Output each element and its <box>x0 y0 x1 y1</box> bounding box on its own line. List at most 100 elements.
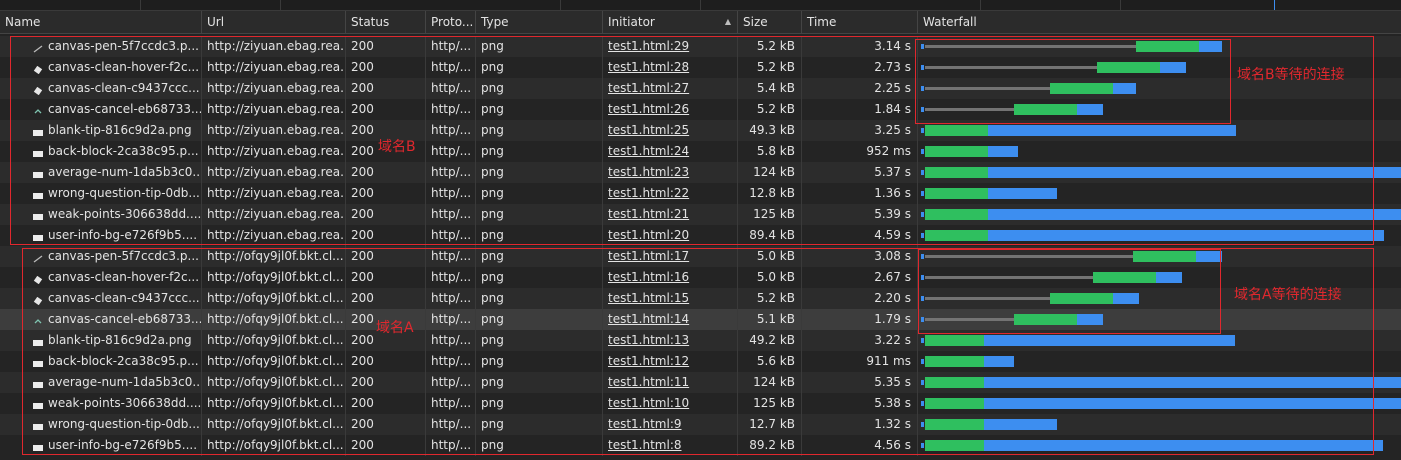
cell-type: png <box>475 351 602 372</box>
cell-initiator[interactable]: test1.html:11 <box>602 372 737 393</box>
table-row[interactable]: average-num-1da5b3c0... http://ofqy9jl0f.… <box>0 372 1401 393</box>
column-header-initiator[interactable]: Initiator ▲ <box>602 11 737 33</box>
table-row[interactable]: canvas-clean-c9437ccc... http://ofqy9jl0f… <box>0 288 1401 309</box>
cell-initiator[interactable]: test1.html:10 <box>602 393 737 414</box>
initiator-link[interactable]: test1.html:16 <box>608 270 690 284</box>
initiator-link[interactable]: test1.html:25 <box>608 123 690 137</box>
waterfall-wait-bar <box>925 108 1014 111</box>
column-header-waterfall[interactable]: Waterfall <box>917 11 1401 33</box>
image-icon <box>33 399 43 409</box>
cell-initiator[interactable]: test1.html:21 <box>602 204 737 225</box>
cell-initiator[interactable]: test1.html:12 <box>602 351 737 372</box>
cell-initiator[interactable]: test1.html:28 <box>602 57 737 78</box>
initiator-link[interactable]: test1.html:11 <box>608 375 690 389</box>
cell-url-text: http://ofqy9jl0f.bkt.cl... <box>207 438 344 452</box>
waterfall-waiting-ttfb-bar <box>1097 62 1160 73</box>
cell-initiator[interactable]: test1.html:8 <box>602 435 737 456</box>
column-header-url[interactable]: Url <box>201 11 345 33</box>
initiator-link[interactable]: test1.html:22 <box>608 186 690 200</box>
cell-type: png <box>475 435 602 456</box>
cell-status-text: 200 <box>351 333 374 347</box>
table-row[interactable]: canvas-pen-5f7ccdc3.p... http://ziyuan.eb… <box>0 36 1401 57</box>
table-row[interactable]: back-block-2ca38c95.p... http://ziyuan.eb… <box>0 141 1401 162</box>
cell-initiator[interactable]: test1.html:13 <box>602 330 737 351</box>
cell-time: 4.59 s <box>801 225 917 246</box>
cell-initiator[interactable]: test1.html:25 <box>602 120 737 141</box>
cell-status-text: 200 <box>351 228 374 242</box>
initiator-link[interactable]: test1.html:17 <box>608 249 690 263</box>
table-row[interactable]: canvas-clean-c9437ccc... http://ziyuan.eb… <box>0 78 1401 99</box>
cell-waterfall <box>917 120 1401 141</box>
cell-initiator[interactable]: test1.html:24 <box>602 141 737 162</box>
initiator-link[interactable]: test1.html:10 <box>608 396 690 410</box>
column-header-status[interactable]: Status <box>345 11 425 33</box>
cell-proto: http/... <box>425 78 475 99</box>
cell-initiator[interactable]: test1.html:22 <box>602 183 737 204</box>
cell-url: http://ofqy9jl0f.bkt.cl... <box>201 414 345 435</box>
initiator-link[interactable]: test1.html:14 <box>608 312 690 326</box>
cell-name: back-block-2ca38c95.p... <box>0 351 201 372</box>
initiator-link[interactable]: test1.html:15 <box>608 291 690 305</box>
initiator-link[interactable]: test1.html:29 <box>608 39 690 53</box>
cell-initiator[interactable]: test1.html:14 <box>602 309 737 330</box>
table-row[interactable]: average-num-1da5b3c0... http://ziyuan.eba… <box>0 162 1401 183</box>
table-row[interactable]: back-block-2ca38c95.p... http://ofqy9jl0f… <box>0 351 1401 372</box>
cell-initiator[interactable]: test1.html:29 <box>602 36 737 57</box>
cell-time: 5.38 s <box>801 393 917 414</box>
cell-status-text: 200 <box>351 438 374 452</box>
cell-initiator[interactable]: test1.html:26 <box>602 99 737 120</box>
column-header-protocol[interactable]: Proto... <box>425 11 475 33</box>
cell-waterfall <box>917 141 1401 162</box>
table-row[interactable]: blank-tip-816c9d2a.png http://ofqy9jl0f.b… <box>0 330 1401 351</box>
initiator-link[interactable]: test1.html:23 <box>608 165 690 179</box>
column-header-time[interactable]: Time <box>801 11 917 33</box>
cell-time-text: 2.20 s <box>874 291 911 305</box>
cell-initiator[interactable]: test1.html:15 <box>602 288 737 309</box>
cell-initiator[interactable]: test1.html:27 <box>602 78 737 99</box>
cell-url-text: http://ziyuan.ebag.rea... <box>207 144 345 158</box>
cell-initiator[interactable]: test1.html:23 <box>602 162 737 183</box>
initiator-link[interactable]: test1.html:20 <box>608 228 690 242</box>
timeline-overview-strip[interactable] <box>0 0 1401 10</box>
initiator-link[interactable]: test1.html:28 <box>608 60 690 74</box>
cell-type-text: png <box>481 438 504 452</box>
initiator-link[interactable]: test1.html:12 <box>608 354 690 368</box>
cell-time-text: 3.25 s <box>874 123 911 137</box>
table-row[interactable]: user-info-bg-e726f9b5.... http://ziyuan.e… <box>0 225 1401 246</box>
initiator-link[interactable]: test1.html:27 <box>608 81 690 95</box>
cell-initiator[interactable]: test1.html:9 <box>602 414 737 435</box>
cell-proto: http/... <box>425 288 475 309</box>
cell-name: blank-tip-816c9d2a.png <box>0 330 201 351</box>
column-header-size[interactable]: Size <box>737 11 801 33</box>
table-row[interactable]: canvas-clean-hover-f2c... http://ofqy9jl0… <box>0 267 1401 288</box>
cell-url-text: http://ofqy9jl0f.bkt.cl... <box>207 375 344 389</box>
cell-url: http://ofqy9jl0f.bkt.cl... <box>201 309 345 330</box>
table-row[interactable]: user-info-bg-e726f9b5.... http://ofqy9jl0… <box>0 435 1401 456</box>
table-row[interactable]: canvas-cancel-eb68733... http://ofqy9jl0f… <box>0 309 1401 330</box>
table-row[interactable]: wrong-question-tip-0db... http://ziyuan.e… <box>0 183 1401 204</box>
cell-name-text: canvas-pen-5f7ccdc3.p... <box>48 249 199 263</box>
column-header-type[interactable]: Type <box>475 11 602 33</box>
cell-size-text: 12.7 kB <box>749 417 795 431</box>
table-row[interactable]: canvas-cancel-eb68733... http://ziyuan.eb… <box>0 99 1401 120</box>
table-row[interactable]: blank-tip-816c9d2a.png http://ziyuan.ebag… <box>0 120 1401 141</box>
initiator-link[interactable]: test1.html:21 <box>608 207 690 221</box>
table-row[interactable]: canvas-clean-hover-f2c... http://ziyuan.e… <box>0 57 1401 78</box>
cell-initiator[interactable]: test1.html:20 <box>602 225 737 246</box>
cell-name: wrong-question-tip-0db... <box>0 414 201 435</box>
initiator-link[interactable]: test1.html:9 <box>608 417 682 431</box>
cell-url: http://ziyuan.ebag.rea... <box>201 204 345 225</box>
column-header-name[interactable]: Name <box>5 15 41 29</box>
initiator-link[interactable]: test1.html:13 <box>608 333 690 347</box>
cell-initiator[interactable]: test1.html:16 <box>602 267 737 288</box>
initiator-link[interactable]: test1.html:8 <box>608 438 682 452</box>
table-row[interactable]: weak-points-306638dd.... http://ofqy9jl0f… <box>0 393 1401 414</box>
table-row[interactable]: canvas-pen-5f7ccdc3.p... http://ofqy9jl0f… <box>0 246 1401 267</box>
cell-time-text: 952 ms <box>866 144 911 158</box>
table-row[interactable]: wrong-question-tip-0db... http://ofqy9jl0… <box>0 414 1401 435</box>
cell-size: 5.6 kB <box>737 351 801 372</box>
table-row[interactable]: weak-points-306638dd.... http://ziyuan.eb… <box>0 204 1401 225</box>
cell-initiator[interactable]: test1.html:17 <box>602 246 737 267</box>
initiator-link[interactable]: test1.html:24 <box>608 144 690 158</box>
initiator-link[interactable]: test1.html:26 <box>608 102 690 116</box>
